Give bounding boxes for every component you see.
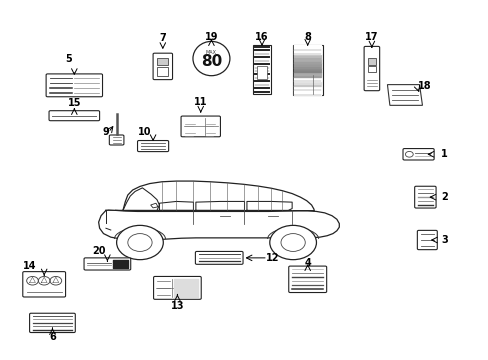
FancyBboxPatch shape [181,116,220,137]
FancyBboxPatch shape [30,313,75,333]
Text: 80: 80 [201,54,222,69]
FancyBboxPatch shape [153,53,172,80]
FancyBboxPatch shape [292,45,322,95]
FancyBboxPatch shape [46,74,102,97]
Text: MAX: MAX [205,50,217,55]
Text: 9: 9 [102,127,109,137]
Circle shape [269,225,316,260]
Text: 12: 12 [265,253,279,263]
FancyBboxPatch shape [84,258,130,270]
FancyBboxPatch shape [402,149,433,160]
Text: 20: 20 [92,247,105,256]
Text: 1: 1 [440,149,447,159]
Text: 3: 3 [441,235,447,245]
FancyBboxPatch shape [257,66,266,78]
Text: 10: 10 [138,127,151,137]
Text: 7: 7 [159,33,166,43]
FancyBboxPatch shape [416,230,436,249]
Text: 18: 18 [417,81,430,91]
Circle shape [116,225,163,260]
Text: 15: 15 [67,98,81,108]
Text: 4: 4 [304,258,310,268]
FancyBboxPatch shape [153,276,201,299]
FancyBboxPatch shape [157,58,168,65]
Text: 2: 2 [441,192,447,202]
Text: 17: 17 [365,32,378,42]
FancyBboxPatch shape [414,186,435,208]
Text: 8: 8 [304,32,310,42]
FancyBboxPatch shape [23,272,65,297]
FancyBboxPatch shape [137,140,168,152]
FancyBboxPatch shape [195,251,243,264]
Text: 11: 11 [194,97,207,107]
FancyBboxPatch shape [364,46,379,91]
FancyBboxPatch shape [109,135,123,145]
Text: 6: 6 [49,332,56,342]
Text: 16: 16 [255,32,268,42]
FancyBboxPatch shape [157,67,168,76]
Text: 13: 13 [170,301,184,311]
Text: 5: 5 [65,54,72,64]
Text: 14: 14 [23,261,36,271]
FancyBboxPatch shape [288,266,326,293]
FancyBboxPatch shape [253,45,270,94]
FancyBboxPatch shape [367,66,375,72]
FancyBboxPatch shape [49,111,100,121]
FancyBboxPatch shape [367,58,375,64]
Text: 19: 19 [204,32,218,42]
